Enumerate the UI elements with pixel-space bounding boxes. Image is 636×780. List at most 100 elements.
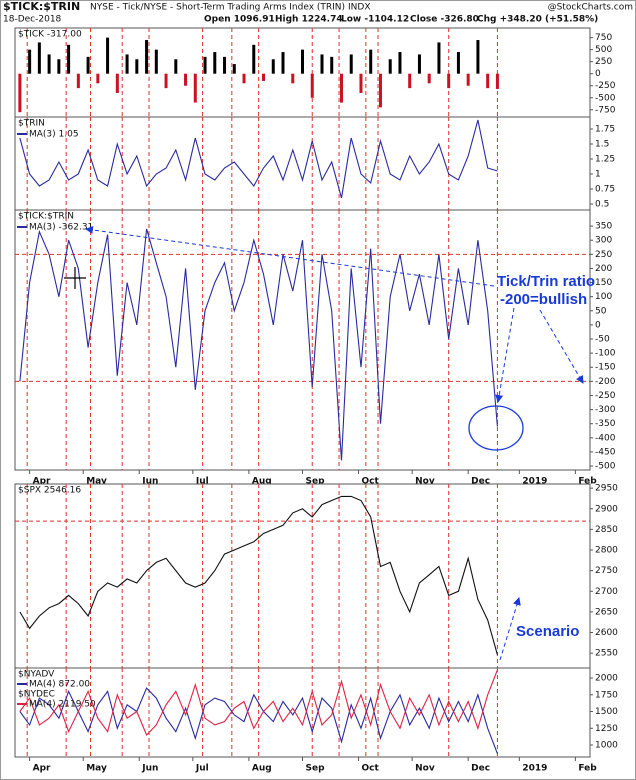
- x-tick-label: Oct: [362, 477, 380, 487]
- quote-low: Low -1104.12: [341, 15, 409, 25]
- y-tick-label: 2700: [595, 587, 618, 597]
- bar: [262, 73, 266, 81]
- y-tick-label: 250: [595, 250, 612, 260]
- y-tick-label: 150: [595, 278, 612, 288]
- y-tick-label: 2750: [595, 566, 618, 576]
- bar: [486, 73, 490, 89]
- x-tick-label: May: [86, 477, 107, 487]
- bar: [67, 44, 71, 74]
- source: @StockCharts.com: [548, 3, 633, 13]
- x-tick-label: Sep: [306, 477, 326, 487]
- bar: [291, 73, 295, 84]
- bar: [466, 73, 470, 86]
- bar: [47, 54, 51, 74]
- bar: [476, 40, 480, 74]
- y-tick-label: 1750: [595, 690, 618, 700]
- bar: [310, 73, 314, 98]
- x-tick-label: Sep: [306, 764, 326, 774]
- x-tick-label: May: [86, 764, 107, 774]
- x-tick-label: Aug: [252, 764, 272, 774]
- bar: [456, 52, 460, 74]
- y-tick-label: 1.25: [595, 155, 615, 165]
- series-line: [19, 687, 498, 754]
- y-tick-label: 0.75: [595, 185, 615, 195]
- highlight-circle: [468, 405, 524, 451]
- legend-label: MA(4) 2119.50: [29, 700, 96, 710]
- x-tick-label: Jul: [195, 764, 209, 774]
- y-tick-label: -500: [595, 462, 616, 472]
- y-tick-label: 2600: [595, 628, 618, 638]
- bar: [339, 73, 343, 103]
- quote-open: Open 1096.91: [204, 15, 275, 25]
- y-tick-label: 2850: [595, 525, 618, 535]
- crosshair: [64, 267, 86, 289]
- y-tick-label: 1.5: [595, 140, 609, 150]
- y-tick-label: 0: [595, 69, 601, 79]
- legend-label: MA(4) 872.00: [29, 680, 90, 690]
- bar: [223, 56, 227, 74]
- y-tick-label: 2800: [595, 546, 618, 556]
- bar: [349, 54, 353, 74]
- panel-frame: [14, 483, 591, 669]
- bar: [398, 52, 402, 74]
- y-tick-label: 750: [595, 33, 612, 43]
- y-tick-label: 200: [595, 264, 612, 274]
- bar: [369, 49, 373, 74]
- bar: [135, 59, 139, 74]
- bar: [213, 52, 217, 74]
- y-tick-label: 500: [595, 45, 612, 55]
- bar: [252, 44, 256, 74]
- bar: [203, 56, 207, 74]
- bar: [106, 37, 110, 74]
- y-tick-label: 350: [595, 222, 612, 232]
- bar: [408, 73, 412, 89]
- bar: [154, 49, 158, 74]
- bar: [37, 42, 41, 74]
- y-tick-label: 50: [595, 306, 607, 316]
- y-tick-label: -150: [595, 363, 616, 373]
- bar: [125, 54, 129, 74]
- bar: [86, 56, 90, 74]
- y-tick-label: -100: [595, 349, 616, 359]
- y-tick-label: 300: [595, 236, 612, 246]
- y-tick-label: 1: [595, 170, 601, 180]
- bar: [495, 73, 499, 89]
- bar: [96, 73, 100, 84]
- bar: [76, 73, 80, 89]
- bar: [330, 56, 334, 74]
- bar: [427, 73, 431, 84]
- series-line: [19, 119, 498, 199]
- y-tick-label: 250: [595, 57, 612, 67]
- x-tick-label: Oct: [362, 764, 380, 774]
- panel-frame: [14, 116, 591, 211]
- y-tick-label: 2000: [595, 674, 618, 684]
- bar: [145, 40, 149, 74]
- y-tick-label: -750: [595, 105, 616, 115]
- bar: [359, 73, 363, 93]
- x-tick-label: Feb: [578, 764, 597, 774]
- quote-close: Close -326.80: [410, 15, 479, 25]
- bar: [28, 49, 32, 74]
- bar: [184, 73, 188, 86]
- scenario-arrow: [499, 597, 521, 661]
- bar: [115, 73, 119, 93]
- x-tick-label: Aug: [252, 477, 272, 487]
- x-tick-label: 2019: [522, 764, 547, 774]
- bar: [242, 73, 246, 84]
- panel-frame: [14, 667, 591, 758]
- series-label: $NYADV: [18, 670, 55, 680]
- chart-description: NYSE - Tick/NYSE - Short-Term Trading Ar…: [90, 3, 345, 13]
- x-tick-label: Nov: [415, 764, 435, 774]
- x-tick-label: Apr: [33, 477, 51, 487]
- panel-frame: [14, 209, 591, 471]
- x-tick-label: Nov: [415, 477, 435, 487]
- bar: [18, 73, 22, 113]
- series-label: $NYDEC: [18, 690, 55, 700]
- pointer-arrow: [495, 307, 515, 403]
- trend-arrow: [85, 226, 495, 287]
- panel-title: $SPX 2546.16: [18, 486, 81, 496]
- annotation-shapes: [64, 226, 584, 661]
- x-tick-label: Dec: [471, 764, 490, 774]
- y-tick-label: 1500: [595, 707, 618, 717]
- bar: [447, 73, 451, 89]
